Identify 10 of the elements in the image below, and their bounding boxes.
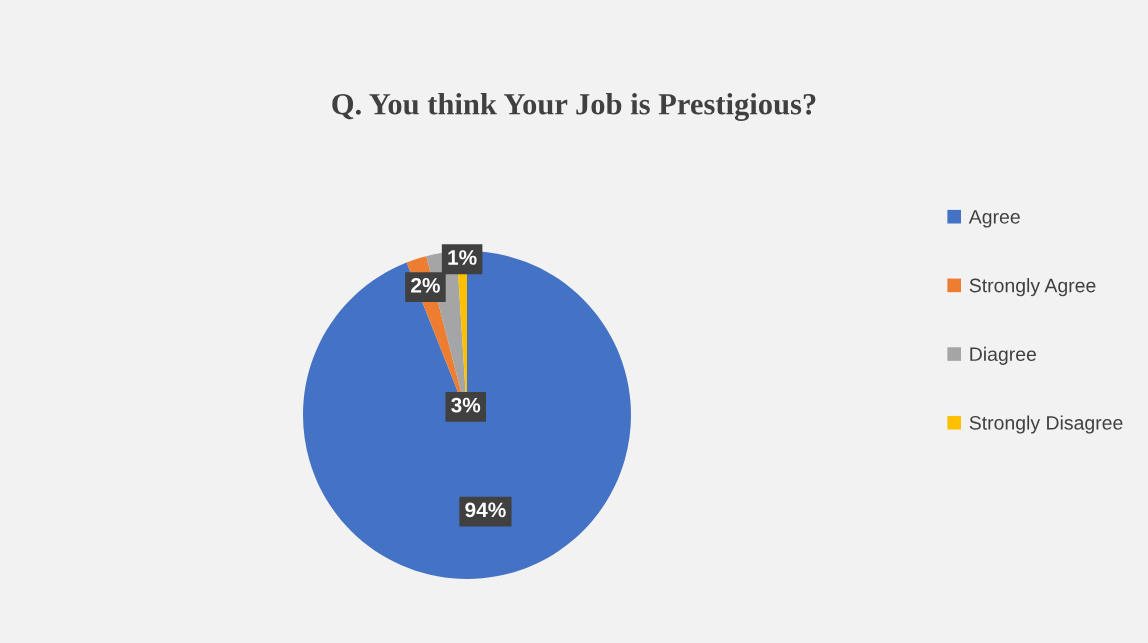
legend-label: Strongly Agree xyxy=(969,278,1096,297)
legend-label: Strongly Disagree xyxy=(969,415,1123,434)
data-label: 94% xyxy=(465,502,506,518)
data-label: 1% xyxy=(448,250,477,265)
chart-title: Q. You think Your Job is Prestigious? xyxy=(332,93,816,121)
legend-label: Agree xyxy=(968,210,1020,228)
legend-label: Diagree xyxy=(970,346,1036,365)
pie-slice xyxy=(303,251,631,579)
data-label: 3% xyxy=(451,397,481,413)
data-label: 2% xyxy=(411,277,440,293)
